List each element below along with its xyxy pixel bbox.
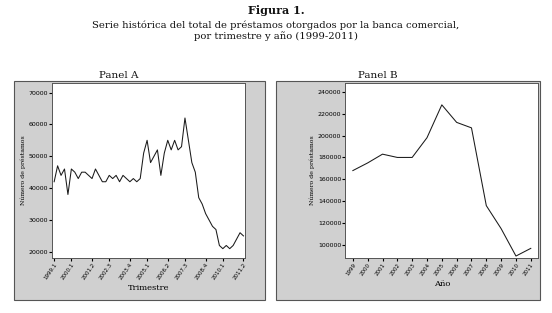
X-axis label: Año: Año bbox=[434, 280, 450, 288]
X-axis label: Trimestre: Trimestre bbox=[128, 284, 169, 292]
Text: Figura 1.: Figura 1. bbox=[248, 5, 304, 16]
Text: Panel B: Panel B bbox=[358, 71, 398, 80]
Text: Serie histórica del total de préstamos otorgados por la banca comercial,
por tri: Serie histórica del total de préstamos o… bbox=[92, 20, 460, 41]
Text: Panel A: Panel A bbox=[99, 71, 139, 80]
Y-axis label: Número de préstamos: Número de préstamos bbox=[20, 136, 26, 205]
Y-axis label: Número de préstamos: Número de préstamos bbox=[310, 136, 315, 205]
